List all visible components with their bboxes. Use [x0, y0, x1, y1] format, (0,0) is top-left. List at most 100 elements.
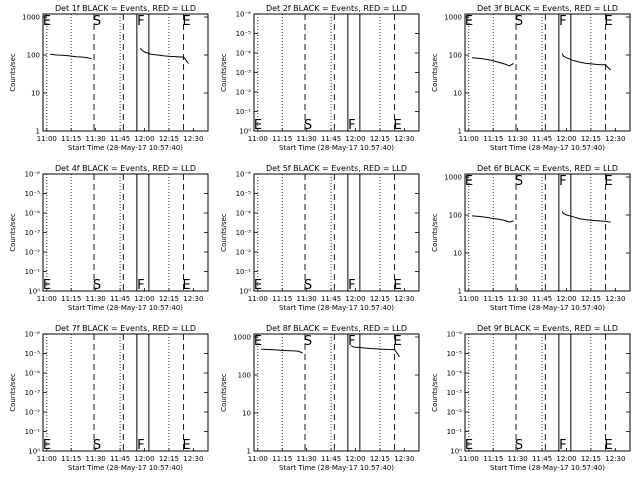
chart-title: Det 7f BLACK = Events, RED = LLD — [55, 324, 196, 333]
x-tick-label: 12:30 — [605, 135, 625, 143]
y-tick-label: 10⁻⁵ — [236, 190, 252, 198]
y-tick-label: 10⁻² — [236, 249, 252, 257]
y-tick-label: 10⁻² — [236, 89, 252, 97]
x-tick-label: 11:30 — [508, 455, 528, 463]
y-tick-label: 10⁻¹ — [25, 268, 41, 276]
x-tick-label: 12:00 — [556, 135, 576, 143]
x-tick-label: 11:00 — [459, 135, 479, 143]
marker-label-e: E — [393, 278, 401, 293]
chart-panel-7: Det 7f BLACK = Events, RED = LLD E S F E 11:0… — [9, 324, 209, 472]
y-tick-label: 10⁻⁴ — [236, 210, 252, 218]
x-axis-label: Start Time (28-May-17 10:57:40) — [279, 464, 394, 472]
y-axis-label: Counts/sec — [431, 53, 439, 92]
events-series-line-1 — [472, 215, 514, 223]
x-tick-label: 11:00 — [248, 295, 268, 303]
x-tick-label: 12:30 — [183, 455, 203, 463]
x-tick-label: 12:00 — [556, 455, 576, 463]
plot-frame — [253, 333, 420, 452]
events-series-line-2 — [350, 345, 400, 358]
events-series-line-1 — [261, 348, 303, 354]
x-tick-label: 11:45 — [321, 455, 341, 463]
x-tick-label: 12:15 — [159, 455, 179, 463]
y-tick-label: 10⁻⁵ — [25, 190, 41, 198]
marker-label-f: F — [348, 278, 355, 293]
x-tick-label: 11:00 — [248, 455, 268, 463]
marker-label-f: F — [137, 14, 144, 29]
y-tick-label: 10⁰ — [28, 288, 40, 296]
x-axis-label: Start Time (28-May-17 10:57:40) — [490, 464, 605, 472]
y-tick-label: 10⁻¹ — [447, 428, 463, 436]
x-tick-label: 11:15 — [272, 455, 292, 463]
marker-label-e: E — [182, 14, 190, 29]
y-tick-label: 10⁻² — [25, 249, 41, 257]
x-tick-label: 12:15 — [370, 295, 390, 303]
marker-label-e: E — [465, 174, 473, 189]
marker-label-s: S — [304, 118, 312, 133]
y-tick-label: 10⁰ — [239, 288, 251, 296]
marker-label-e: E — [393, 118, 401, 133]
marker-label-e: E — [604, 14, 612, 29]
y-tick-label: 10 — [31, 90, 40, 98]
y-axis-label: Counts/sec — [9, 373, 17, 412]
marker-label-e: E — [254, 334, 262, 349]
y-tick-label: 10⁻⁴ — [236, 50, 252, 58]
x-tick-label: 12:30 — [605, 295, 625, 303]
x-axis-label: Start Time (28-May-17 10:57:40) — [490, 304, 605, 312]
chart-title: Det 9f BLACK = Events, RED = LLD — [477, 324, 618, 333]
x-tick-label: 11:15 — [272, 135, 292, 143]
y-tick-label: 10⁰ — [239, 128, 251, 136]
marker-label-e: E — [254, 278, 262, 293]
x-tick-label: 11:15 — [272, 295, 292, 303]
y-tick-label: 10⁻² — [25, 409, 41, 417]
plot-frame — [464, 333, 631, 452]
y-tick-label: 10 — [453, 250, 462, 258]
marker-label-e: E — [43, 14, 51, 29]
x-axis-label: Start Time (28-May-17 10:57:40) — [68, 304, 183, 312]
x-tick-label: 12:30 — [394, 455, 414, 463]
y-tick-label: 10⁻¹ — [25, 428, 41, 436]
y-tick-label: 10⁻⁴ — [447, 370, 463, 378]
x-tick-label: 12:30 — [183, 135, 203, 143]
x-axis-label: Start Time (28-May-17 10:57:40) — [279, 304, 394, 312]
x-tick-label: 11:00 — [459, 455, 479, 463]
y-tick-label: 10⁻³ — [25, 229, 41, 237]
marker-label-e: E — [465, 14, 473, 29]
chart-panel-9: Det 9f BLACK = Events, RED = LLD E S F E 11:0… — [431, 324, 631, 472]
x-tick-label: 12:15 — [370, 135, 390, 143]
chart-title: Det 5f BLACK = Events, RED = LLD — [266, 164, 407, 173]
marker-label-e: E — [182, 438, 190, 453]
x-axis-label: Start Time (28-May-17 10:57:40) — [279, 144, 394, 152]
y-tick-label: 1 — [247, 448, 251, 456]
x-tick-label: 11:30 — [86, 455, 106, 463]
x-tick-label: 12:15 — [581, 135, 601, 143]
y-tick-label: 10⁻⁶ — [25, 171, 41, 179]
y-tick-label: 10⁻³ — [25, 389, 41, 397]
x-tick-label: 11:45 — [532, 455, 552, 463]
marker-label-s: S — [515, 174, 523, 189]
chart-title: Det 8f BLACK = Events, RED = LLD — [266, 324, 407, 333]
y-tick-label: 10⁻⁶ — [236, 11, 252, 19]
x-axis-label: Start Time (28-May-17 10:57:40) — [68, 144, 183, 152]
y-axis-label: Counts/sec — [220, 53, 228, 92]
marker-label-f: F — [137, 278, 144, 293]
x-tick-label: 12:00 — [345, 295, 365, 303]
y-axis-label: Counts/sec — [431, 213, 439, 252]
x-axis-label: Start Time (28-May-17 10:57:40) — [490, 144, 605, 152]
y-tick-label: 10⁻¹ — [236, 268, 252, 276]
y-tick-label: 10⁻⁵ — [447, 350, 463, 358]
y-tick-label: 10⁻⁵ — [236, 30, 252, 38]
x-tick-label: 11:45 — [321, 295, 341, 303]
x-tick-label: 11:45 — [321, 135, 341, 143]
chart-panel-2: Det 2f BLACK = Events, RED = LLD E S F E 11:0… — [220, 4, 420, 152]
x-tick-label: 11:15 — [61, 295, 81, 303]
events-series-line-2 — [561, 211, 611, 223]
marker-label-f: F — [348, 334, 355, 349]
y-tick-label: 10⁻³ — [447, 389, 463, 397]
marker-label-f: F — [137, 438, 144, 453]
x-tick-label: 11:45 — [110, 455, 130, 463]
y-tick-label: 100 — [238, 372, 251, 380]
y-tick-label: 100 — [449, 212, 462, 220]
y-tick-label: 100 — [27, 52, 40, 60]
y-axis-label: Counts/sec — [220, 213, 228, 252]
